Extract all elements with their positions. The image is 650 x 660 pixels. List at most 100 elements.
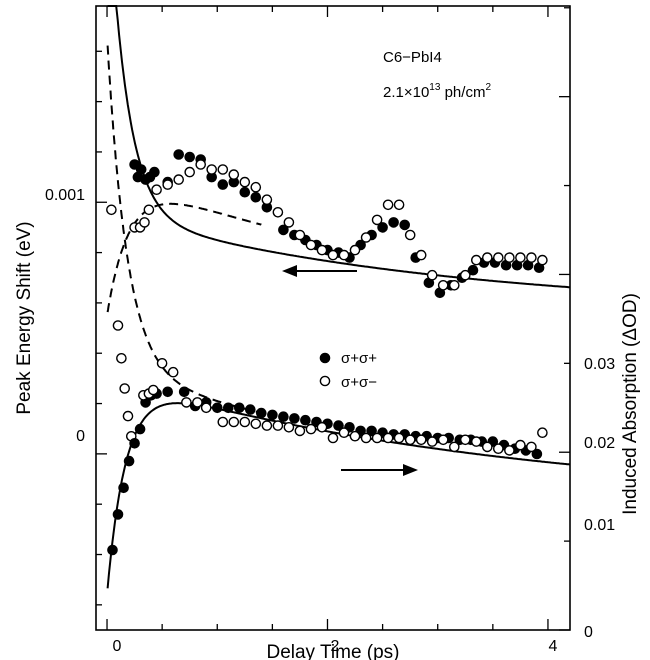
data-point-open: [448, 441, 460, 453]
data-point-filled: [222, 402, 234, 414]
data-point-open: [437, 434, 449, 446]
data-point-open: [492, 443, 504, 455]
data-point-filled: [278, 411, 289, 423]
fluence-unit-exp: 2: [485, 82, 491, 93]
data-point-filled: [129, 437, 140, 449]
fit-curves: [106, 5, 571, 589]
data-point-open: [437, 279, 449, 291]
legend-marker-open: [319, 375, 331, 387]
data-point-open: [415, 249, 427, 261]
data-point-open: [119, 383, 130, 394]
data-point-open: [167, 366, 179, 378]
x-tick-label: 4: [549, 638, 558, 655]
x-tick-label: 2: [331, 638, 340, 655]
data-point-filled: [173, 149, 184, 160]
data-point-open: [360, 432, 372, 444]
data-point-open: [470, 436, 482, 447]
data-point-open: [526, 441, 537, 453]
data-point-open: [112, 320, 124, 331]
data-point-open: [261, 420, 273, 431]
data-point-filled: [289, 413, 300, 424]
y-right-tick-label: 0: [584, 624, 593, 641]
data-point-open: [151, 184, 162, 195]
data-point-filled: [244, 404, 256, 415]
data-point-open: [294, 229, 306, 241]
data-point-filled: [107, 544, 118, 556]
data-point-filled: [239, 186, 251, 198]
data-point-open: [239, 176, 251, 188]
fit-curve-peak-shift-solid: [107, 5, 571, 289]
data-point-open: [217, 164, 229, 175]
data-point-open: [147, 384, 159, 396]
data-point-filled: [149, 166, 160, 178]
data-point-open: [338, 427, 350, 439]
legend-label-filled: σ+σ+: [341, 350, 377, 367]
data-point-open: [116, 352, 127, 364]
data-point-open: [228, 416, 240, 428]
data-point-open: [537, 427, 548, 439]
axis-ticks: [96, 6, 570, 631]
data-point-open: [515, 439, 526, 451]
data-point-open: [228, 169, 240, 180]
data-markers: [106, 149, 548, 556]
data-point-open: [504, 252, 515, 263]
data-point-filled: [399, 219, 411, 231]
fluence-exp: 13: [429, 82, 441, 93]
data-point-open: [327, 249, 339, 261]
data-point-open: [481, 252, 493, 263]
sample-label: C6−PbI4: [383, 49, 442, 66]
data-point-open: [250, 181, 262, 193]
data-point-open: [349, 430, 361, 442]
data-point-open: [537, 254, 548, 266]
data-point-filled: [211, 402, 223, 414]
data-point-open: [415, 434, 427, 446]
data-point-filled: [123, 455, 135, 467]
data-point-open: [382, 432, 394, 444]
data-point-open: [106, 204, 117, 216]
data-point-open: [122, 410, 134, 422]
data-point-open: [156, 357, 168, 369]
data-point-filled: [250, 191, 262, 203]
data-point-open: [261, 194, 273, 205]
data-point-filled: [217, 179, 229, 190]
data-point-filled: [233, 402, 245, 414]
data-point-open: [250, 418, 262, 430]
data-point-open: [492, 252, 504, 263]
data-point-open: [316, 421, 328, 433]
legend: σ+σ+ σ+σ−: [319, 350, 377, 391]
fluence-base: 2.1×10: [383, 84, 429, 101]
data-point-open: [173, 174, 184, 185]
data-point-filled: [531, 448, 543, 460]
fit-curve-peak-shift-dashed: [106, 202, 262, 313]
data-point-filled: [162, 386, 173, 398]
data-point-open: [459, 434, 471, 446]
y-left-axis-title: Peak Energy Shift (eV): [14, 221, 35, 414]
y-left-tick-label: 0.001: [45, 187, 85, 204]
data-point-open: [426, 436, 438, 447]
data-point-open: [459, 269, 471, 281]
y-right-tick-label: 0.03: [584, 356, 615, 373]
data-point-filled: [112, 509, 124, 520]
data-point-open: [139, 217, 150, 228]
y-right-tick-label: 0.01: [584, 517, 615, 534]
data-point-open: [206, 164, 217, 175]
data-point-filled: [366, 425, 377, 437]
data-point-open: [217, 416, 229, 428]
data-point-open: [143, 204, 155, 216]
data-point-open: [181, 397, 192, 408]
data-point-open: [426, 269, 438, 281]
fluence-label: 2.1×1013 ph/cm2: [383, 82, 491, 101]
data-point-open: [393, 432, 405, 444]
data-point-open: [371, 214, 383, 226]
data-point-open: [393, 199, 405, 211]
data-point-filled: [388, 217, 399, 228]
data-point-open: [448, 279, 460, 291]
data-point-open: [200, 402, 212, 414]
data-point-open: [349, 244, 361, 256]
data-point-open: [272, 206, 284, 218]
data-point-filled: [178, 386, 190, 398]
data-point-open: [404, 229, 416, 241]
data-point-open: [305, 423, 317, 435]
data-point-filled: [278, 224, 289, 236]
data-point-open: [338, 249, 350, 261]
